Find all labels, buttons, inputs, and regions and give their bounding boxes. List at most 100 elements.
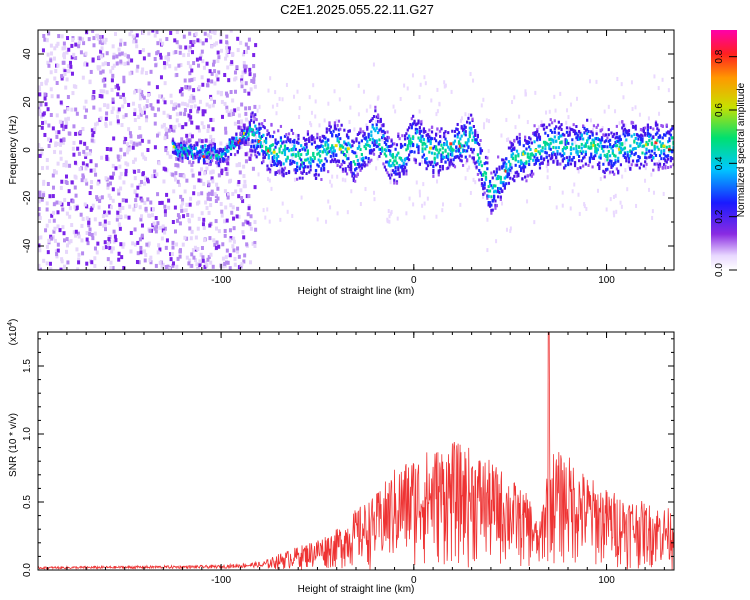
heat-cell (111, 99, 115, 104)
heat-cell (256, 108, 259, 113)
heat-cell (64, 160, 68, 165)
heat-cell (386, 160, 389, 164)
heat-cell (211, 117, 215, 122)
heat-cell (505, 227, 508, 232)
heat-cell (224, 130, 228, 135)
heat-cell (247, 206, 251, 211)
heat-cell (472, 135, 475, 139)
heat-cell (444, 83, 447, 88)
heat-cell (63, 71, 67, 76)
heat-cell (460, 144, 463, 148)
heat-cell (95, 250, 99, 255)
heat-cell (452, 158, 455, 162)
heat-cell (98, 93, 102, 98)
heat-cell (225, 93, 229, 98)
heat-cell (164, 127, 168, 132)
heat-cell (487, 201, 490, 205)
heat-cell (269, 144, 272, 148)
heat-cell (372, 127, 376, 131)
heat-cell (197, 150, 200, 154)
heat-cell (556, 150, 559, 154)
heat-cell (242, 139, 245, 143)
heat-cell (596, 137, 600, 141)
heat-cell (282, 140, 285, 144)
heat-cell (602, 169, 605, 173)
heat-cell (275, 142, 278, 146)
heat-cell (198, 56, 202, 61)
heat-cell (545, 164, 548, 169)
heat-cell (579, 150, 582, 154)
heat-cell (333, 149, 336, 153)
heat-cell (371, 137, 374, 141)
heat-cell (447, 131, 450, 135)
heat-cell (274, 141, 277, 145)
heat-cell (224, 167, 228, 172)
heat-cell (228, 228, 232, 233)
heat-cell (482, 194, 485, 199)
heat-cell (231, 205, 235, 210)
heat-cell (81, 217, 85, 222)
heat-cell (434, 139, 438, 143)
heat-cell (43, 132, 47, 137)
heat-cell (414, 161, 417, 165)
heat-cell (225, 34, 229, 39)
heat-cell (62, 163, 66, 168)
heat-cell (235, 65, 239, 70)
heat-cell (672, 140, 674, 144)
heat-cell (231, 192, 235, 197)
heat-cell (216, 157, 219, 161)
heat-cell (501, 181, 504, 185)
heat-cell (201, 109, 205, 114)
heat-cell (563, 146, 566, 150)
heat-cell (336, 164, 339, 168)
heat-cell (56, 242, 60, 247)
heat-cell (460, 126, 463, 130)
x-tick-label: 100 (598, 275, 615, 286)
heat-cell (232, 137, 235, 141)
heat-cell (285, 132, 288, 136)
heat-cell (204, 147, 207, 151)
heat-cell (96, 181, 100, 186)
heat-cell (598, 167, 601, 171)
heat-cell (212, 142, 215, 146)
heat-cell (275, 152, 278, 156)
heat-cell (470, 128, 473, 132)
heat-cell (498, 167, 501, 171)
heat-cell (344, 142, 347, 146)
heat-cell (434, 132, 438, 136)
heat-cell (220, 48, 224, 53)
heat-cell (604, 139, 608, 143)
heat-cell (656, 127, 659, 131)
heat-cell (99, 70, 103, 75)
heat-cell (472, 160, 475, 164)
heat-cell (88, 79, 92, 84)
heat-cell (569, 127, 573, 131)
heat-cell (209, 134, 213, 139)
heat-cell (658, 159, 661, 164)
heat-cell (435, 214, 438, 219)
heat-cell (635, 159, 639, 163)
heat-cell (42, 33, 46, 38)
heat-cell (85, 230, 89, 235)
heat-cell (619, 142, 623, 146)
heat-cell (424, 81, 427, 86)
heat-cell (192, 95, 196, 100)
heat-cell (217, 244, 221, 249)
heat-cell (38, 236, 40, 241)
heat-cell (553, 135, 556, 139)
heat-cell (59, 138, 63, 143)
heat-cell (341, 159, 345, 163)
heat-cell (429, 138, 432, 142)
heat-cell (630, 134, 633, 138)
heat-cell (196, 246, 200, 251)
heat-cell (219, 159, 222, 163)
heat-cell (544, 147, 547, 151)
heat-cell (186, 156, 189, 160)
heat-cell (590, 130, 593, 134)
heat-cell (60, 259, 64, 264)
heat-cell (544, 143, 547, 147)
heat-cell (602, 133, 605, 137)
heat-cell (495, 239, 498, 244)
heat-cell (155, 30, 159, 35)
heat-cell (526, 120, 529, 125)
